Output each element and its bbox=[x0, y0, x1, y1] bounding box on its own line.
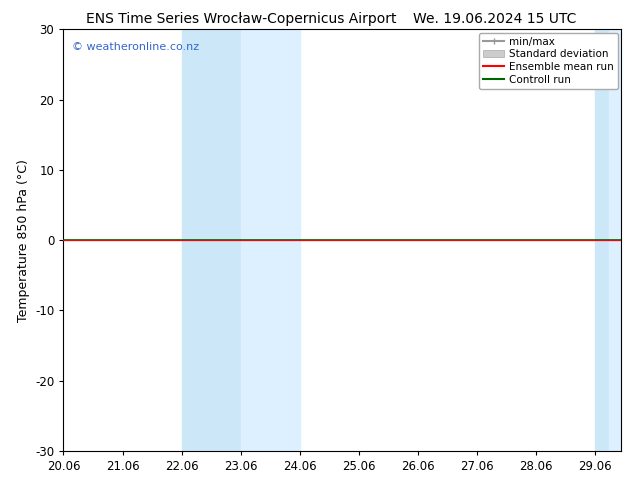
Bar bbox=[181, 29, 241, 451]
Bar bbox=[609, 29, 621, 451]
Text: © weatheronline.co.nz: © weatheronline.co.nz bbox=[72, 42, 199, 52]
Bar bbox=[595, 29, 609, 451]
Text: We. 19.06.2024 15 UTC: We. 19.06.2024 15 UTC bbox=[413, 12, 576, 26]
Legend: min/max, Standard deviation, Ensemble mean run, Controll run: min/max, Standard deviation, Ensemble me… bbox=[479, 32, 618, 89]
Y-axis label: Temperature 850 hPa (°C): Temperature 850 hPa (°C) bbox=[16, 159, 30, 321]
Bar bbox=[241, 29, 300, 451]
Text: ENS Time Series Wrocław-Copernicus Airport: ENS Time Series Wrocław-Copernicus Airpo… bbox=[86, 12, 396, 26]
